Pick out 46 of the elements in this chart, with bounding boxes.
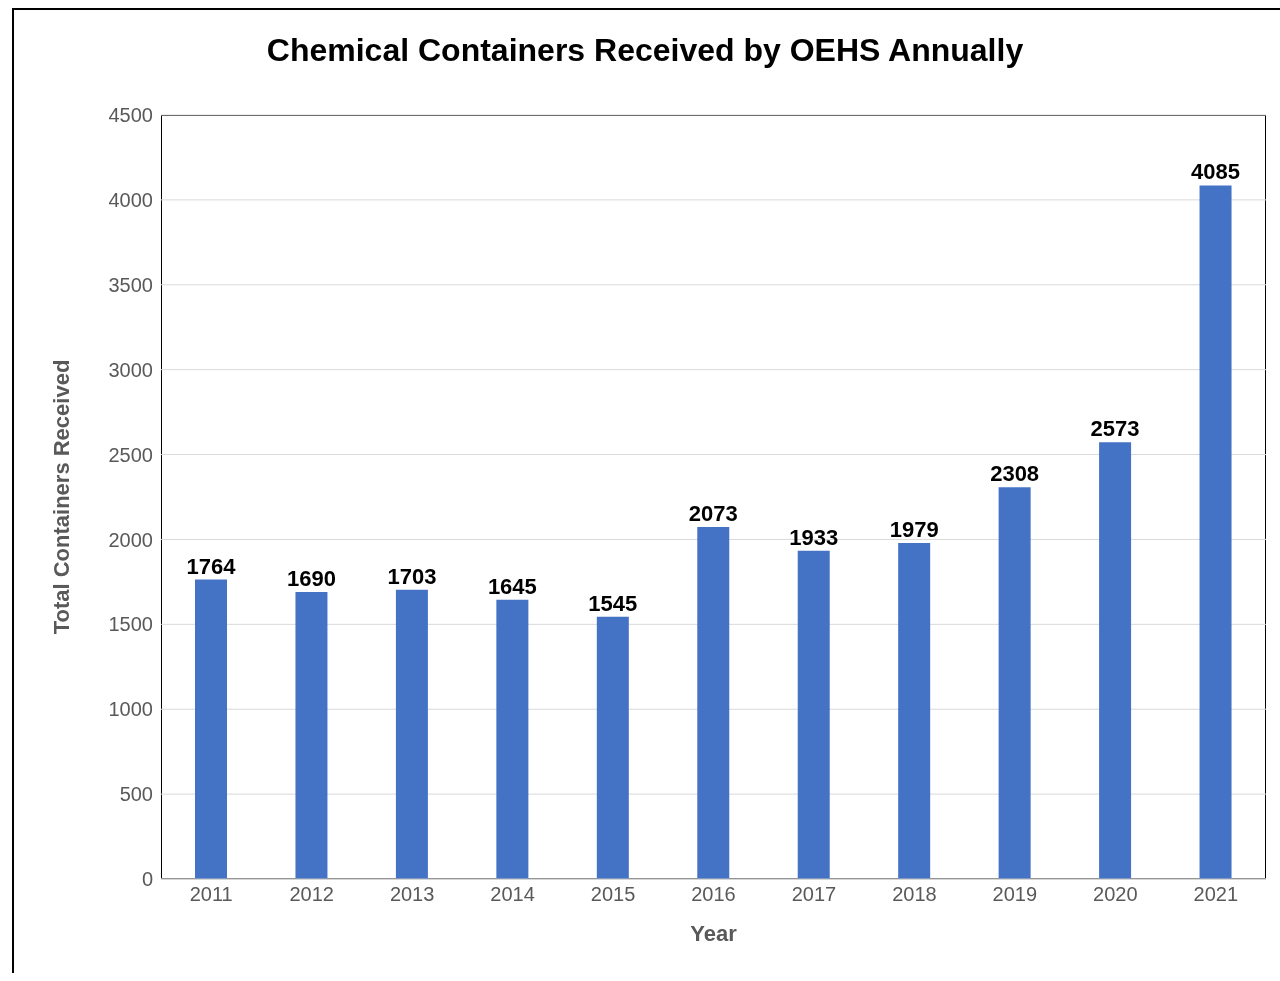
y-tick-label: 4500 bbox=[108, 104, 153, 127]
data-label: 1690 bbox=[286, 566, 336, 592]
y-tick-label: 1000 bbox=[108, 698, 153, 721]
x-tick-label: 2013 bbox=[389, 883, 435, 906]
bar bbox=[496, 599, 529, 879]
data-label: 2573 bbox=[1090, 416, 1140, 442]
x-tick-label: 2014 bbox=[490, 883, 535, 906]
data-label: 2073 bbox=[688, 501, 738, 527]
x-tick-label: 2012 bbox=[289, 883, 334, 906]
y-tick-label: 500 bbox=[119, 783, 153, 806]
bar bbox=[998, 487, 1031, 879]
x-tick-label: 2011 bbox=[189, 883, 233, 906]
bar bbox=[697, 527, 730, 879]
x-tick-label: 2019 bbox=[992, 883, 1038, 906]
bar bbox=[395, 589, 428, 879]
bar bbox=[1099, 442, 1132, 879]
x-axis-title: Year bbox=[690, 921, 738, 946]
bar bbox=[898, 543, 931, 879]
x-tick-label: 2018 bbox=[892, 883, 937, 906]
bar bbox=[1199, 185, 1232, 879]
y-tick-label: 2500 bbox=[108, 443, 153, 466]
data-label: 1933 bbox=[789, 524, 839, 550]
data-label: 1645 bbox=[487, 573, 537, 599]
y-tick-label: 3500 bbox=[108, 273, 153, 296]
bar bbox=[596, 616, 629, 879]
y-axis-title: Total Containers Received bbox=[48, 359, 74, 635]
data-label: 1703 bbox=[387, 563, 437, 589]
bar bbox=[797, 550, 830, 879]
bar bbox=[295, 592, 328, 879]
x-tick-label: 2020 bbox=[1093, 883, 1138, 906]
data-label: 4085 bbox=[1191, 159, 1241, 185]
data-label: 2308 bbox=[990, 461, 1040, 487]
x-tick-label: 2021 bbox=[1193, 883, 1239, 906]
y-tick-label: 4000 bbox=[108, 188, 153, 211]
data-label: 1764 bbox=[186, 553, 237, 579]
data-label: 1545 bbox=[588, 590, 638, 616]
x-tick-label: 2015 bbox=[590, 883, 636, 906]
x-tick-label: 2016 bbox=[691, 883, 736, 906]
y-tick-label: 0 bbox=[141, 868, 153, 891]
y-tick-label: 3000 bbox=[108, 358, 153, 381]
y-tick-label: 1500 bbox=[108, 613, 153, 636]
chart-title: Chemical Containers Received by OEHS Annually bbox=[265, 32, 1025, 69]
bar bbox=[195, 579, 227, 879]
y-tick-label: 2000 bbox=[108, 528, 153, 551]
data-label: 1979 bbox=[889, 517, 939, 543]
x-tick-label: 2017 bbox=[791, 883, 837, 906]
